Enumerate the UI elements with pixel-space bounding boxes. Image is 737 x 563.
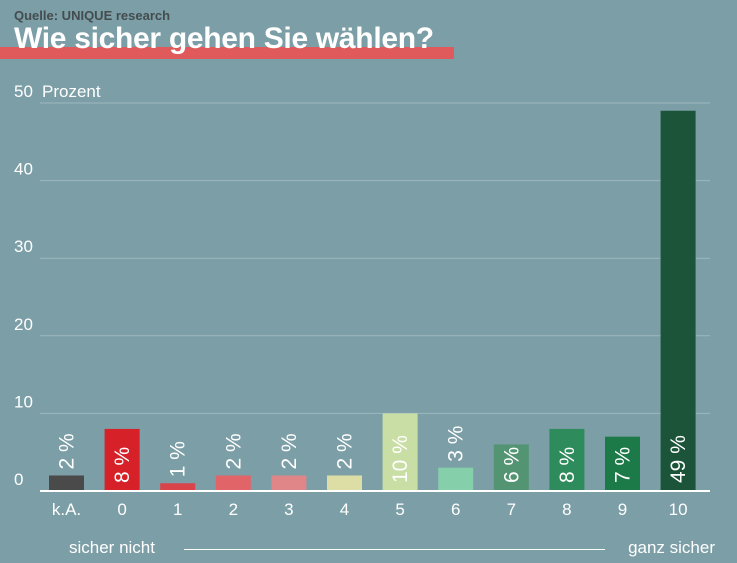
bar <box>215 475 251 491</box>
data-label: 7 % <box>612 447 635 483</box>
bar <box>549 428 585 491</box>
data-label: 49 % <box>667 435 690 483</box>
x-tick-label: 3 <box>284 500 293 519</box>
data-label: 3 % <box>445 426 468 462</box>
y-tick-label: 10 <box>14 392 33 411</box>
title-underline <box>0 47 454 59</box>
data-label: 2 % <box>222 433 245 469</box>
x-tick-label: 9 <box>618 500 627 519</box>
bar <box>660 110 696 491</box>
y-tick-label: 30 <box>14 237 33 256</box>
data-label: 10 % <box>389 435 412 483</box>
x-tick-label: 1 <box>173 500 182 519</box>
data-label: 1 % <box>167 441 190 477</box>
x-tick-label: 2 <box>229 500 238 519</box>
y-tick-label: 20 <box>14 315 33 334</box>
bar <box>49 475 84 491</box>
gridlines <box>40 102 710 414</box>
data-label: 2 % <box>278 433 301 469</box>
bars <box>49 110 696 491</box>
x-tick-label: 10 <box>669 500 688 519</box>
bar <box>605 436 640 491</box>
scale-left-label: sicher nicht <box>69 538 155 557</box>
chart-title: Wie sicher gehen Sie wählen? <box>14 22 434 55</box>
y-tick-label: 40 <box>14 160 33 179</box>
bar <box>382 413 418 491</box>
bar <box>438 467 474 491</box>
data-label: 2 % <box>334 433 357 469</box>
x-tick-label: k.A. <box>52 500 81 519</box>
x-tick-label: 0 <box>117 500 126 519</box>
scale-right-label: ganz sicher <box>628 538 715 557</box>
y-axis-ticks: 0 10 20 30 40 50 <box>14 82 33 489</box>
x-axis-labels: k.A. 0 1 2 3 4 5 6 7 8 9 10 <box>52 500 688 519</box>
source-label: Quelle: UNIQUE research <box>14 8 171 23</box>
bar <box>104 428 140 491</box>
data-label: 6 % <box>500 447 523 483</box>
x-tick-label: 4 <box>340 500 349 519</box>
x-tick-label: 5 <box>395 500 404 519</box>
x-tick-label: 7 <box>507 500 516 519</box>
y-axis-label: Prozent <box>42 82 101 101</box>
y-tick-label: 0 <box>14 470 23 489</box>
y-tick-label: 50 <box>14 82 33 101</box>
scale-line <box>184 549 605 550</box>
bar <box>493 444 529 491</box>
bar <box>160 483 196 491</box>
x-tick-label: 6 <box>451 500 460 519</box>
data-label: 8 % <box>556 447 579 483</box>
x-tick-label: 8 <box>562 500 571 519</box>
data-labels: 2 % 8 % 1 % 2 % 2 % 2 % 10 % 3 % 6 % 8 % 7 % 49 % <box>56 426 691 483</box>
data-label: 8 % <box>111 447 134 483</box>
data-label: 2 % <box>56 433 79 469</box>
bar <box>327 475 362 491</box>
bar <box>271 475 307 491</box>
